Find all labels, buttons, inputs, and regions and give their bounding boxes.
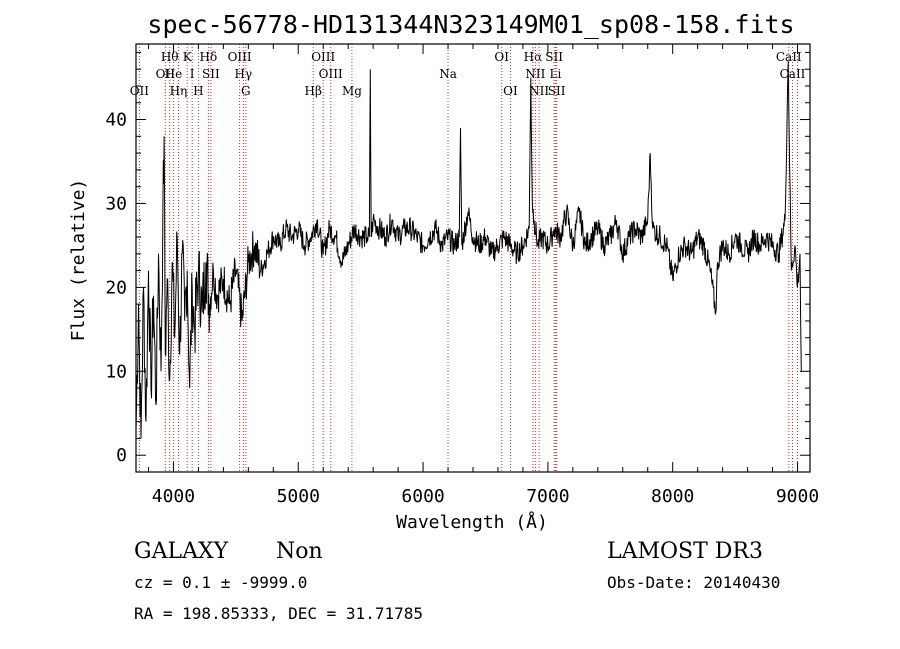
line-marker-label: Hδ bbox=[200, 50, 218, 64]
y-tick-label: 40 bbox=[105, 110, 127, 131]
y-ticks: 0 10 20 30 40 bbox=[105, 51, 810, 466]
line-marker-label: SII bbox=[202, 67, 220, 81]
line-marker-label: OIII bbox=[319, 67, 343, 81]
x-axis-label: Wavelength (Å) bbox=[396, 511, 548, 533]
y-axis-label: Flux (relative) bbox=[68, 179, 89, 342]
obs-date: Obs-Date: 20140430 bbox=[607, 573, 780, 592]
line-marker-label: G bbox=[241, 84, 251, 98]
line-marker-label: NII bbox=[529, 84, 549, 98]
line-marker-label: K bbox=[183, 50, 193, 64]
plot-frame bbox=[135, 43, 811, 473]
line-marker-label: Li bbox=[549, 67, 561, 81]
line-marker-label: OII bbox=[130, 84, 150, 98]
x-ticks: 4000 5000 6000 7000 8000 9000 bbox=[147, 44, 819, 507]
spectrum-series bbox=[135, 60, 802, 439]
line-marker-label: Mg bbox=[342, 84, 362, 98]
line-marker-label: He bbox=[165, 67, 183, 81]
line-marker-label: I bbox=[190, 67, 195, 81]
x-tick-label: 8000 bbox=[651, 486, 694, 507]
line-marker-label: CaII bbox=[776, 50, 802, 64]
chart-title: spec-56778-HD131344N323149M01_sp08-158.f… bbox=[147, 10, 794, 39]
x-tick-label: 4000 bbox=[152, 486, 195, 507]
line-marker-label: Hη bbox=[170, 84, 188, 98]
line-marker-label: OI bbox=[503, 84, 518, 98]
redshift-text: cz = 0.1 ± -9999.0 bbox=[134, 573, 307, 592]
line-marker-label: H bbox=[193, 84, 203, 98]
line-marker-label: NII bbox=[525, 67, 545, 81]
survey-name: LAMOST DR3 bbox=[607, 539, 763, 564]
line-marker-label: Hβ bbox=[305, 84, 322, 98]
line-marker-label: Hγ bbox=[235, 67, 253, 81]
line-marker-label: Hα bbox=[524, 50, 543, 64]
coordinates: RA = 198.85333, DEC = 31.71785 bbox=[134, 604, 423, 623]
line-marker-label: OII bbox=[156, 67, 176, 81]
line-marker-label: OIII bbox=[228, 50, 252, 64]
line-marker-label: SII bbox=[545, 50, 563, 64]
x-tick-label: 6000 bbox=[401, 486, 444, 507]
y-tick-label: 0 bbox=[116, 445, 127, 466]
line-marker-label: Na bbox=[439, 67, 457, 81]
x-tick-label: 7000 bbox=[526, 486, 569, 507]
x-tick-label: 9000 bbox=[776, 486, 819, 507]
y-tick-label: 30 bbox=[105, 193, 127, 214]
y-tick-label: 10 bbox=[105, 361, 127, 382]
spectrum-line bbox=[135, 60, 802, 439]
y-tick-label: 20 bbox=[105, 277, 127, 298]
subclass: Non bbox=[276, 539, 323, 564]
line-marker-label: Hθ bbox=[161, 50, 179, 64]
line-marker-label: OI bbox=[494, 50, 509, 64]
line-markers: OII OII Hθ He Hη KIH Hδ SII OIII Hγ G Hβ OIII OIII Mg N… bbox=[130, 44, 806, 472]
axes bbox=[135, 43, 811, 473]
line-marker-label: CaII bbox=[780, 67, 806, 81]
line-marker-label: OIII bbox=[311, 50, 335, 64]
object-class: GALAXY bbox=[134, 539, 229, 564]
x-tick-label: 5000 bbox=[277, 486, 320, 507]
line-marker-label: SII bbox=[548, 84, 566, 98]
